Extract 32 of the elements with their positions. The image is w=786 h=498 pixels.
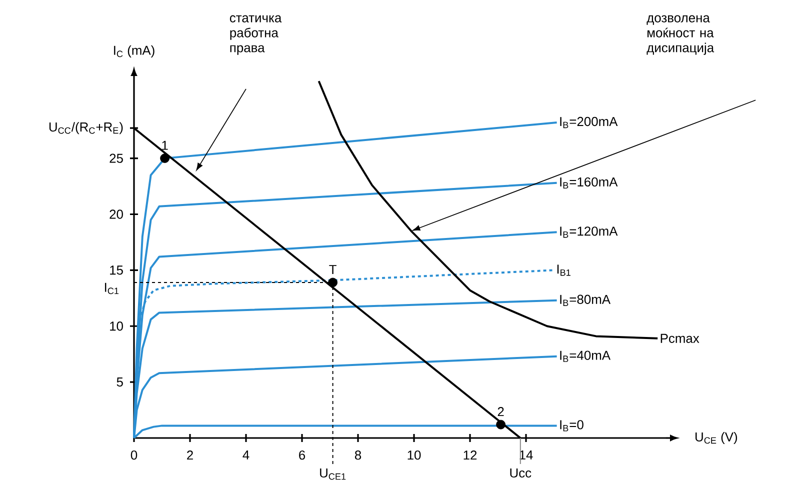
series-label: I$_{B}$=0 — [560, 420, 584, 432]
text: дозволена моќност на дисипација — [646, 15, 714, 55]
y-tick-label: U$_{CC}$/(R$_{C}$+R$_{E}$) — [49, 122, 123, 134]
series-label: I$_{B}$=160mA — [560, 177, 618, 189]
ref-line-label: I$_{C1}$ — [105, 282, 119, 294]
x-tick-label: 6 — [299, 450, 306, 460]
series-label: I$_{B1}$ — [557, 264, 570, 276]
series-label: I$_{B}$=200mA — [560, 116, 618, 128]
x-tick-label: 4 — [242, 450, 250, 460]
y-tick-label: 25 — [110, 154, 123, 163]
ref-line-label: Ucc — [510, 468, 532, 478]
series-label: I$_{B}$=120mA — [560, 226, 618, 238]
x-tick-label: 14 — [520, 450, 533, 460]
series-label: I$_{B}$=80mA — [560, 294, 611, 306]
annotation: 1 — [162, 140, 168, 150]
x-tick-label: 8 — [354, 450, 362, 460]
y-tick-label: 20 — [110, 210, 123, 219]
x-tick-label: 0 — [130, 450, 138, 460]
annotation: 2 — [498, 407, 504, 416]
series-label: I$_{B}$=40mA — [560, 350, 611, 362]
y-tick-label: 10 — [110, 322, 123, 331]
x-axis-title: U$_{CE}$ (V) — [696, 432, 738, 444]
x-tick-label: 2 — [187, 450, 193, 460]
annotation: T — [329, 265, 336, 274]
y-axis-title: I$_{C}$ (mA) — [114, 45, 154, 58]
text: статичка работна права — [230, 15, 282, 55]
y-tick-label: 15 — [110, 266, 123, 275]
ref-line-label: U$_{CE1}$ — [320, 468, 346, 480]
y-tick-label: 5 — [116, 378, 123, 387]
x-tick-label: 12 — [464, 450, 477, 460]
x-tick-label: 10 — [408, 450, 421, 460]
series-label: Pcmax — [660, 334, 700, 343]
